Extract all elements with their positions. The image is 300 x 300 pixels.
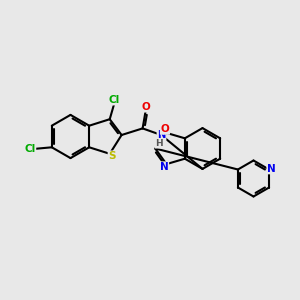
Text: Cl: Cl (24, 144, 35, 154)
Text: Cl: Cl (109, 95, 120, 105)
Text: H: H (155, 139, 163, 148)
Text: N: N (160, 162, 168, 172)
Text: N: N (267, 164, 276, 174)
Text: O: O (141, 102, 150, 112)
Text: S: S (108, 151, 116, 161)
Text: O: O (160, 124, 169, 134)
Text: N: N (157, 130, 166, 140)
